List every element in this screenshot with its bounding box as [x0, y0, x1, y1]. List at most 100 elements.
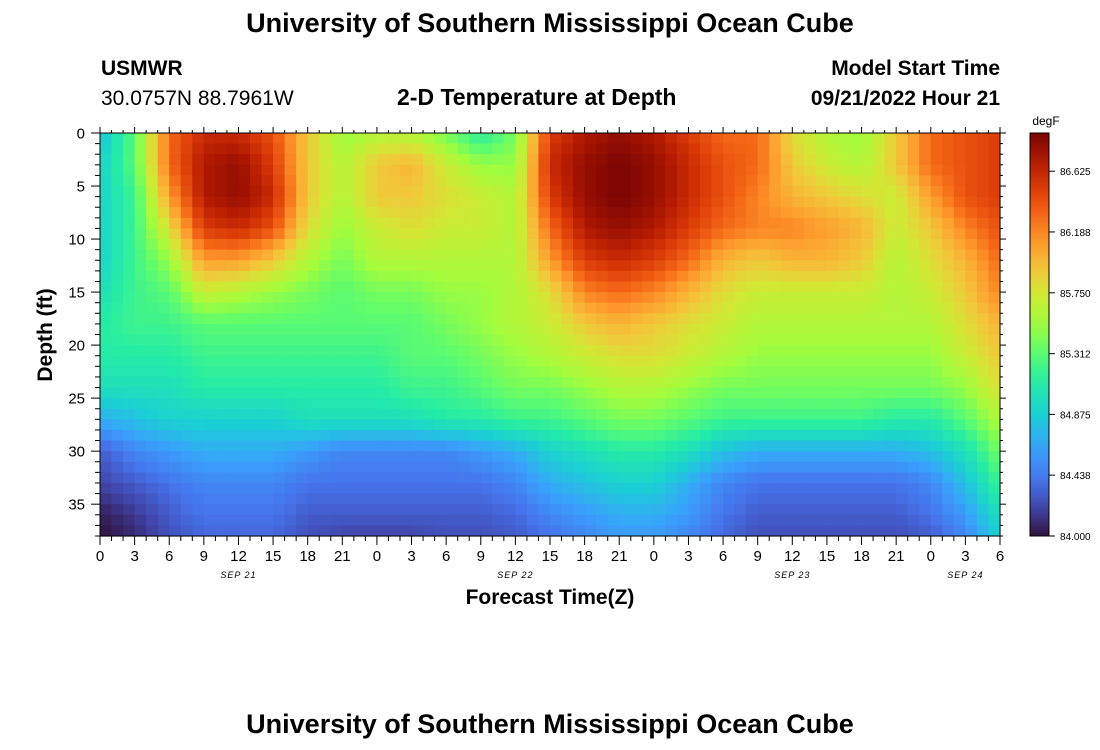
heatmap-cell	[273, 398, 286, 410]
heatmap-cell	[157, 164, 170, 177]
heatmap-cell	[688, 419, 701, 431]
heatmap-cell	[146, 451, 159, 463]
heatmap-cell	[296, 270, 309, 283]
heatmap-cell	[884, 493, 897, 505]
heatmap-cell	[365, 133, 378, 145]
heatmap-cell	[976, 186, 990, 198]
heatmap-cell	[838, 451, 851, 463]
heatmap-cell	[619, 355, 632, 367]
heatmap-cell	[434, 207, 447, 219]
heatmap-cell	[446, 313, 459, 325]
heatmap-cell	[723, 228, 736, 240]
heatmap-cell	[515, 482, 528, 495]
heatmap-cell	[676, 408, 690, 420]
heatmap-cell	[492, 461, 505, 473]
heatmap-cell	[169, 493, 182, 505]
colorbar-tick-label: 84.875	[1060, 410, 1091, 421]
heatmap-cell	[100, 207, 113, 219]
heatmap-cell	[896, 133, 909, 145]
heatmap-cell	[573, 451, 586, 463]
heatmap-cell	[700, 504, 713, 516]
heatmap-cell	[953, 323, 966, 336]
heatmap-cell	[526, 504, 540, 516]
heatmap-cell	[826, 260, 840, 272]
heatmap-cell	[123, 482, 136, 495]
heatmap-cell	[261, 482, 274, 495]
heatmap-cell	[169, 334, 182, 346]
heatmap-cell	[550, 143, 563, 155]
heatmap-cell	[976, 440, 990, 452]
heatmap-cell	[850, 270, 863, 283]
heatmap-cell	[584, 398, 597, 410]
heatmap-cell	[561, 419, 574, 431]
heatmap-cell	[653, 387, 666, 399]
heatmap-cell	[769, 387, 782, 399]
heatmap-cell	[942, 514, 955, 526]
heatmap-cell	[573, 514, 586, 526]
heatmap-cell	[169, 239, 182, 251]
heatmap-cell	[307, 408, 320, 420]
heatmap-cell	[688, 281, 701, 293]
heatmap-cell	[826, 525, 840, 537]
heatmap-cell	[446, 323, 459, 336]
heatmap-cell	[457, 292, 470, 304]
heatmap-cell	[596, 408, 609, 420]
heatmap-cell	[365, 249, 378, 261]
heatmap-cell	[203, 196, 216, 208]
heatmap-cell	[942, 440, 955, 452]
heatmap-cell	[330, 270, 343, 283]
heatmap-cell	[169, 175, 182, 187]
heatmap-cell	[238, 461, 251, 473]
heatmap-cell	[653, 281, 666, 293]
heatmap-cell	[330, 313, 343, 325]
heatmap-cell	[573, 376, 586, 389]
heatmap-cell	[538, 429, 551, 442]
heatmap-cell	[676, 175, 690, 187]
heatmap-cell	[434, 186, 447, 198]
heatmap-cell	[342, 143, 355, 155]
heatmap-cell	[146, 292, 159, 304]
heatmap-cell	[919, 429, 932, 442]
heatmap-cell	[619, 164, 632, 177]
heatmap-cell	[700, 472, 713, 484]
heatmap-cell	[930, 482, 943, 495]
heatmap-cell	[100, 387, 113, 399]
heatmap-cell	[584, 345, 597, 357]
heatmap-cell	[365, 323, 378, 336]
heatmap-cell	[976, 217, 990, 230]
heatmap-cell	[400, 313, 413, 325]
heatmap-cell	[596, 451, 609, 463]
heatmap-cell	[376, 461, 390, 473]
heatmap-cell	[896, 313, 909, 325]
heatmap-cell	[411, 355, 424, 367]
heatmap-cell	[203, 228, 216, 240]
heatmap-cell	[353, 482, 366, 495]
heatmap-cell	[607, 398, 620, 410]
heatmap-cell	[803, 376, 816, 389]
heatmap-cell	[342, 228, 355, 240]
heatmap-cell	[884, 164, 897, 177]
heatmap-cell	[873, 217, 886, 230]
heatmap-cell	[146, 440, 159, 452]
heatmap-cell	[400, 419, 413, 431]
heatmap-cell	[907, 461, 920, 473]
heatmap-cell	[353, 472, 366, 484]
heatmap-cell	[330, 281, 343, 293]
heatmap-cell	[838, 323, 851, 336]
heatmap-cell	[746, 419, 759, 431]
heatmap-cell	[826, 175, 840, 187]
heatmap-cell	[100, 376, 113, 389]
heatmap-cell	[653, 408, 666, 420]
heatmap-cell	[446, 366, 459, 378]
heatmap-cell	[850, 514, 863, 526]
heatmap-cell	[215, 239, 228, 251]
heatmap-cell	[503, 376, 516, 389]
heatmap-cell	[884, 228, 897, 240]
heatmap-cell	[780, 270, 793, 283]
heatmap-cell	[907, 482, 920, 495]
heatmap-cell	[261, 419, 274, 431]
heatmap-cell	[711, 429, 724, 442]
heatmap-cell	[596, 143, 609, 155]
heatmap-cell	[284, 440, 297, 452]
heatmap-cell	[965, 408, 978, 420]
